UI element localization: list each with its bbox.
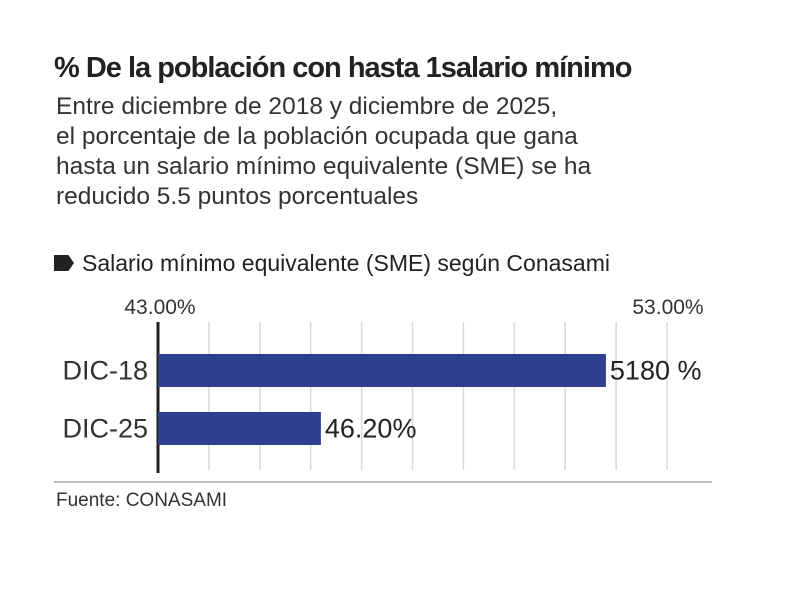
category-label: DIC-25	[62, 414, 148, 444]
subtitle-line: hasta un salario mínimo equivalente (SME…	[56, 153, 592, 180]
axis-max-label: 53.00%	[632, 296, 703, 319]
bars	[158, 354, 606, 445]
legend-label: Salario mínimo equivalente (SME) según C…	[82, 249, 610, 276]
bar-dic-25	[158, 412, 321, 445]
category-label: DIC-18	[62, 356, 148, 386]
chart-title: % De la población con hasta 1salario mín…	[54, 52, 632, 84]
legend-marker-icon	[54, 255, 74, 271]
subtitle-line: el porcentaje de la población ocupada qu…	[56, 123, 578, 150]
bar-dic-18	[158, 354, 606, 387]
axis-min-label: 43.00%	[124, 296, 195, 319]
data-label: 46.20%	[325, 414, 417, 444]
legend: Salario mínimo equivalente (SME) según C…	[54, 248, 610, 278]
source-note: Fuente: CONASAMI	[56, 490, 228, 511]
subtitle-line: Entre diciembre de 2018 y diciembre de 2…	[56, 93, 558, 120]
chart-subtitle: Entre diciembre de 2018 y diciembre de 2…	[56, 92, 756, 212]
labels: 43.00% 53.00% DIC-18 5180 % DIC-25 46.20%	[62, 296, 703, 444]
gridlines	[54, 322, 712, 483]
data-label: 5180 %	[610, 356, 702, 386]
subtitle-line: reducido 5.5 puntos porcentuales	[56, 183, 419, 210]
